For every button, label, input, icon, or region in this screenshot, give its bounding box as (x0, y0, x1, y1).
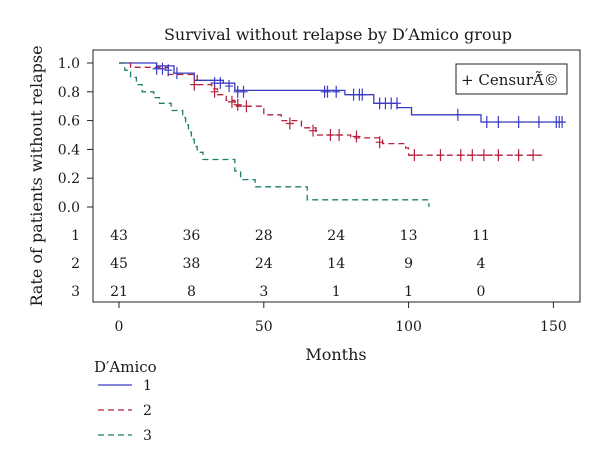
legend-label-2: 2 (143, 403, 152, 419)
censor-mark (494, 116, 503, 129)
y-tick-label: 0.8 (58, 85, 80, 101)
censor-mark (233, 98, 242, 111)
censor-mark (326, 129, 335, 141)
censor-mark (227, 95, 236, 108)
censor-mark (514, 149, 523, 162)
y-tick-label: 0.0 (58, 200, 80, 216)
censor-mark (494, 149, 503, 162)
censor-mark (393, 97, 402, 110)
x-axis-ticks: 0 50 100 150 (115, 302, 567, 335)
censor-mark (410, 149, 419, 162)
censor-mark (285, 117, 294, 130)
at-risk-count: 24 (255, 256, 273, 272)
censor-mark (239, 85, 248, 98)
legend-label-3: 3 (143, 428, 152, 444)
censor-mark (479, 149, 488, 162)
y-tick-label: 0.6 (58, 114, 80, 130)
censor-mark (309, 124, 318, 137)
censor-mark (534, 116, 543, 129)
at-risk-table: 1 43 36 28 24 13 112 45 38 24 14 9 43 21 8 3 1 1 0 (71, 228, 490, 300)
at-risk-count: 21 (110, 284, 128, 300)
censor-mark (352, 130, 361, 143)
at-risk-count: 4 (477, 256, 486, 272)
censor-mark (335, 129, 344, 141)
censor-mark (210, 85, 219, 98)
at-risk-count: 13 (400, 228, 418, 244)
censor-legend-box (455, 63, 568, 95)
x-tick-label: 150 (540, 319, 567, 335)
at-risk-count: 36 (182, 228, 200, 244)
y-axis-label: Rate of patients without relapse (27, 45, 46, 306)
censor-mark (216, 77, 225, 90)
censor-mark (323, 85, 332, 98)
at-risk-count: 45 (110, 256, 128, 272)
series-line-1 (119, 62, 565, 123)
censor-mark (225, 80, 234, 93)
at-risk-count: 8 (187, 284, 196, 300)
at-risk-count: 28 (255, 228, 273, 244)
at-risk-group-label: 2 (71, 256, 80, 272)
x-tick-label: 50 (255, 319, 273, 335)
chart-title: Survival without relapse by D′Amico grou… (164, 25, 512, 44)
plot-frame (92, 49, 581, 303)
x-axis-label: Months (305, 345, 366, 364)
censor-mark (482, 116, 491, 129)
at-risk-count: 11 (472, 228, 490, 244)
censor-mark (358, 88, 367, 101)
at-risk-count: 1 (404, 284, 413, 300)
censor-mark (242, 100, 251, 113)
at-risk-count: 24 (327, 228, 345, 244)
censor-mark (529, 149, 538, 162)
y-tick-label: 0.2 (58, 171, 80, 187)
at-risk-count: 0 (477, 284, 486, 300)
censor-mark (375, 136, 384, 149)
at-risk-group-label: 3 (71, 284, 80, 300)
censor-mark (558, 116, 567, 129)
censor-mark (190, 78, 199, 91)
at-risk-count: 9 (404, 256, 413, 272)
series-line-3 (119, 62, 430, 207)
y-tick-label: 0.4 (58, 142, 80, 158)
y-tick-label: 1.0 (58, 56, 80, 72)
censor-mark (332, 85, 341, 98)
censor-mark (514, 116, 523, 129)
y-axis-ticks: 0.0 0.2 0.4 0.6 0.8 1.0 (58, 56, 93, 216)
censor-legend-label: + CensurÃ̃© (461, 71, 559, 89)
censor-mark (453, 108, 462, 121)
at-risk-count: 43 (110, 228, 128, 244)
censor-mark (468, 149, 477, 162)
censor-mark (172, 67, 181, 80)
legend-title: D′Amico (94, 358, 157, 376)
at-risk-count: 14 (327, 256, 345, 272)
legend-label-1: 1 (143, 378, 152, 394)
at-risk-count: 38 (182, 256, 200, 272)
censor-mark (164, 64, 173, 77)
at-risk-count: 1 (332, 284, 341, 300)
x-tick-label: 100 (395, 319, 422, 335)
at-risk-count: 3 (259, 284, 268, 300)
at-risk-group-label: 1 (71, 228, 80, 244)
censor-mark (158, 62, 167, 75)
censor-mark (456, 149, 465, 162)
series-legend: D′Amico 1 2 3 (94, 358, 157, 444)
censor-marks (152, 62, 567, 162)
x-tick-label: 0 (115, 319, 124, 335)
censor-mark (436, 149, 445, 162)
